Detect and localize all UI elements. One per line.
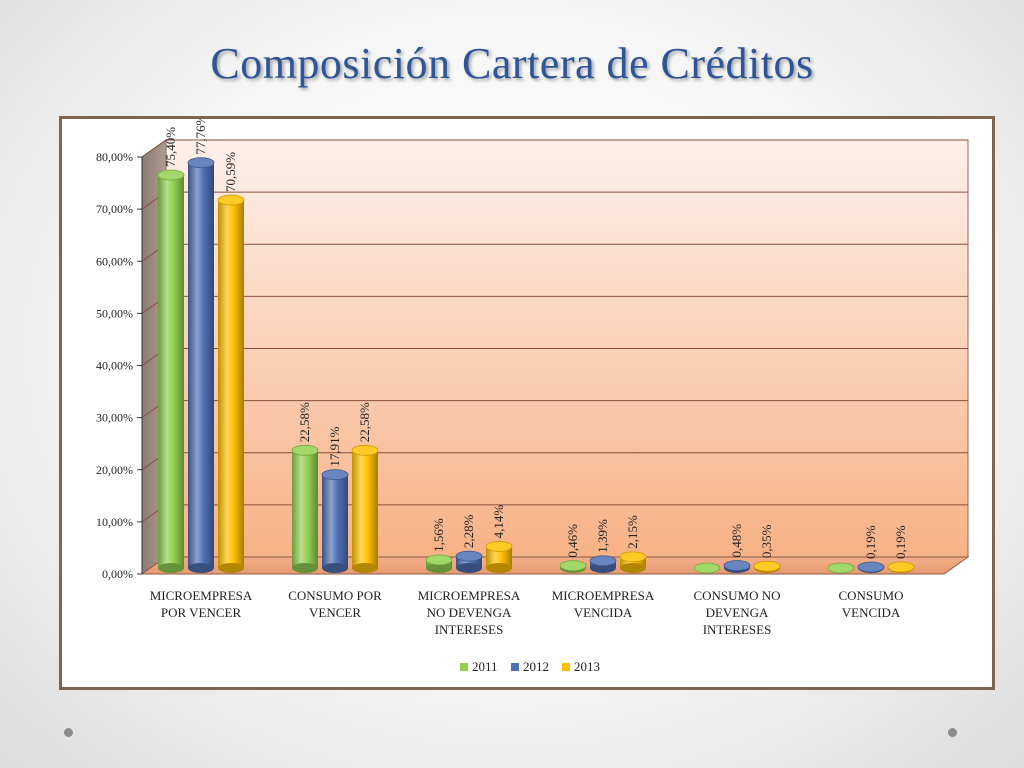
x-category-label: CONSUMO NO DEVENGA INTERESES: [693, 588, 780, 637]
chart-legend: 2011 2012 2013: [460, 659, 600, 674]
bar-2011-1: [291, 444, 319, 573]
bar-top: [217, 194, 245, 206]
slide-title: Composición Cartera de Créditos: [210, 39, 814, 88]
bar-2011-2: [425, 554, 453, 573]
legend-label: 2013: [574, 659, 600, 674]
data-label: 1,56%: [431, 518, 446, 552]
bar-2012-0: [187, 157, 215, 573]
data-label: 22,58%: [297, 402, 312, 442]
bar-body: [322, 474, 348, 568]
data-label: 75,40%: [163, 127, 178, 167]
bar-top: [723, 560, 751, 571]
bar-base: [352, 563, 378, 573]
slide-dot-right: [948, 728, 957, 737]
legend-label: 2012: [523, 659, 549, 674]
bar-top: [827, 562, 855, 574]
bar-top: [887, 561, 915, 573]
legend-swatch: [562, 663, 570, 671]
bar-2012-5: [857, 561, 885, 573]
data-label: 0,48%: [729, 524, 744, 558]
bar-2013-2: [485, 541, 513, 573]
bar-body: [352, 450, 378, 568]
bar-top: [351, 444, 379, 456]
y-tick-label: 80,00%: [96, 150, 133, 164]
bar-base: [218, 563, 244, 573]
bar-2012-2: [455, 550, 483, 573]
bar-body: [486, 546, 512, 568]
bar-2011-0: [157, 169, 185, 573]
data-label: 0,19%: [893, 525, 908, 559]
legend-label: 2011: [472, 659, 498, 674]
bar-base: [292, 563, 318, 573]
bar-2011-4: [693, 562, 721, 574]
bar-body: [456, 556, 482, 568]
x-category-label: MICROEMPRESA POR VENCER: [150, 588, 253, 620]
bar-body: [218, 200, 244, 568]
bar-top: [753, 560, 781, 572]
y-tick-label: 10,00%: [96, 515, 133, 529]
data-label: 2,15%: [625, 515, 640, 549]
chart-frame: 0,00% 10,00% 20,00% 30,00% 40,00% 50,00% 60,00…: [59, 116, 995, 690]
legend-swatch: [460, 663, 468, 671]
bar-2011-3: [559, 560, 587, 573]
bar-base: [426, 563, 452, 573]
data-label: 77,76%: [193, 119, 208, 155]
bar-top: [291, 444, 319, 456]
data-label: 22,58%: [357, 402, 372, 442]
bar-base: [158, 563, 184, 573]
data-label: 0,46%: [565, 524, 580, 558]
bar-base: [322, 563, 348, 573]
bar-2013-4: [753, 560, 781, 573]
data-label: 1,39%: [595, 519, 610, 553]
legend-swatch: [511, 663, 519, 671]
data-label: 2,28%: [461, 514, 476, 548]
bar-top: [455, 550, 483, 562]
bar-body: [158, 174, 184, 568]
bar-top: [321, 469, 349, 481]
bar-body: [188, 162, 214, 568]
x-category-label: CONSUMO VENCIDA: [838, 588, 903, 620]
bar-2011-5: [827, 562, 855, 574]
bar-body: [292, 450, 318, 568]
y-tick-label: 50,00%: [96, 306, 133, 320]
bar-2013-0: [217, 194, 245, 573]
x-category-label: MICROEMPRESA VENCIDA: [552, 588, 655, 620]
bar-top: [157, 169, 185, 181]
bar-2013-1: [351, 444, 379, 573]
y-tick-label: 70,00%: [96, 202, 133, 216]
y-tick-label: 40,00%: [96, 359, 133, 373]
bar-base: [188, 563, 214, 573]
x-category-label: MICROEMPRESA NO DEVENGA INTERESES: [418, 588, 521, 637]
y-tick-label: 20,00%: [96, 463, 133, 477]
bar-top: [693, 562, 721, 574]
bar-2013-5: [887, 561, 915, 573]
bar-top: [425, 554, 453, 566]
bar-base: [456, 563, 482, 573]
bar-chart: 0,00% 10,00% 20,00% 30,00% 40,00% 50,00% 60,00…: [96, 119, 970, 674]
data-label: 70,59%: [223, 152, 238, 192]
bar-top: [857, 561, 885, 573]
bar-body: [620, 556, 646, 568]
bar-top: [619, 551, 647, 563]
x-category-label: CONSUMO POR VENCER: [288, 588, 382, 620]
bar-top: [485, 541, 513, 552]
bar-2013-3: [619, 551, 647, 573]
bar-top: [589, 555, 617, 567]
bar-top: [559, 560, 587, 572]
y-tick-label: 0,00%: [102, 567, 133, 581]
y-tick-label: 60,00%: [96, 254, 133, 268]
slide-dot-left: [64, 728, 73, 737]
y-tick-label: 30,00%: [96, 411, 133, 425]
gridline-side: [141, 139, 167, 158]
bar-top: [187, 157, 215, 169]
bar-2012-3: [589, 555, 617, 573]
data-label: 0,35%: [759, 524, 774, 558]
data-label: 4,14%: [491, 505, 506, 539]
bar-2012-4: [723, 560, 751, 573]
data-label: 17,91%: [327, 426, 342, 466]
bar-base: [620, 563, 646, 573]
data-label: 0,19%: [863, 525, 878, 559]
bar-2012-1: [321, 469, 349, 573]
bar-base: [486, 563, 512, 573]
